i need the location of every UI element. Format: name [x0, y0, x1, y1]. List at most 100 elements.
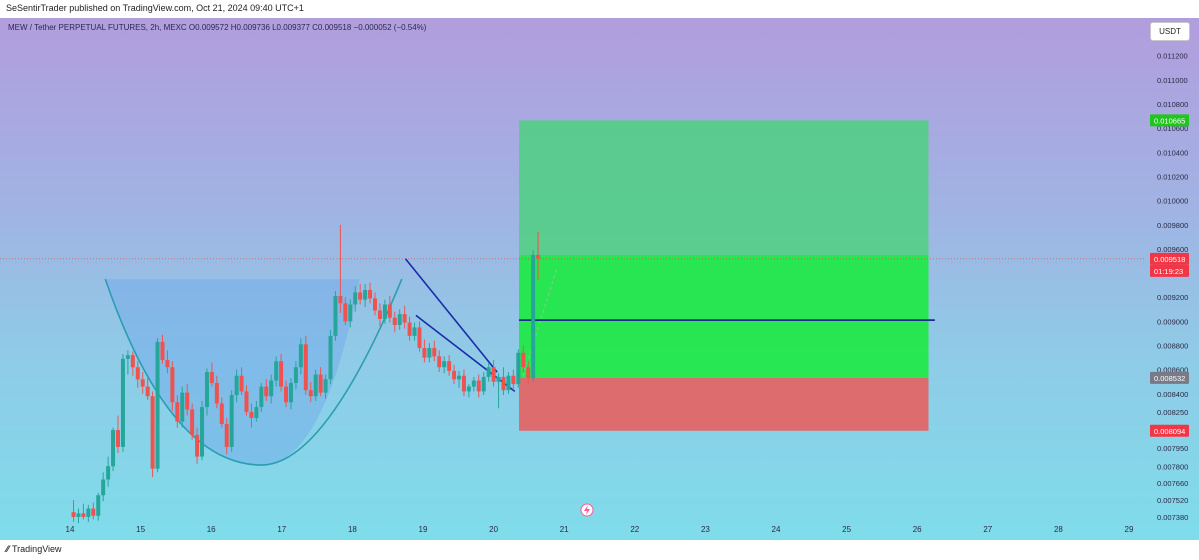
candle-body [175, 402, 180, 422]
lightning-glyph [584, 505, 590, 515]
candle-body [274, 361, 279, 381]
price-tag: 0.008532 [1150, 371, 1189, 384]
candle-body [397, 314, 402, 325]
y-tick-label: 0.007800 [1157, 462, 1188, 471]
y-tick-label: 0.008600 [1157, 366, 1188, 375]
y-tick-label: 0.009600 [1157, 245, 1188, 254]
candle-body [111, 430, 116, 467]
candle-body [402, 314, 407, 323]
candle-body [486, 367, 491, 377]
y-tick-label: 0.007380 [1157, 513, 1188, 522]
tradingview-logo: ⁄⁄ TradingView [6, 544, 62, 554]
candle-body [318, 374, 323, 393]
x-tick-label: 17 [277, 525, 286, 534]
candle-body [155, 341, 160, 469]
candle-body [288, 382, 293, 403]
candle-body [323, 379, 328, 393]
candle-body [501, 376, 506, 391]
price-tag-text: 01:19:23 [1154, 267, 1183, 276]
candle-body [195, 434, 200, 457]
candle-body [382, 304, 387, 319]
candle-body [368, 289, 373, 299]
candle-body [279, 361, 284, 387]
candle-body [432, 347, 437, 357]
candle-body [204, 372, 209, 408]
y-tick-label: 0.009000 [1157, 317, 1188, 326]
candle-body [125, 355, 130, 359]
candle-body [333, 296, 338, 336]
candle-body [303, 344, 308, 391]
price-chart[interactable]: 0.011200 0.011000 0.010800 0.010600 0.010400… [0, 18, 1199, 540]
candle-body [254, 407, 259, 418]
target-zone-upper [519, 120, 929, 255]
candle-body [358, 292, 363, 300]
x-tick-label: 16 [207, 525, 216, 534]
candle-body [471, 380, 476, 387]
candle-body [150, 396, 155, 469]
candle-body [214, 382, 219, 404]
y-tick-label: 0.007520 [1157, 496, 1188, 505]
publication-info: SeSentirTrader published on TradingView.… [6, 3, 304, 13]
candle-body [407, 322, 412, 336]
candle-body [442, 361, 447, 368]
candle-body [353, 292, 358, 305]
candle-body [185, 392, 190, 410]
tradingview-brand: TradingView [12, 544, 62, 554]
y-tick-label: 0.010000 [1157, 197, 1188, 206]
candle-body [343, 303, 348, 322]
y-tick-label: 0.008400 [1157, 390, 1188, 399]
candle-body [377, 310, 382, 319]
candle-body [71, 512, 76, 517]
candle-body [427, 347, 432, 358]
target-zone-lower [519, 254, 929, 378]
price-tag-bg [1150, 114, 1189, 127]
candle-body [466, 386, 471, 392]
candle-body [516, 352, 521, 385]
candle-body [96, 495, 101, 516]
candle-body [190, 409, 195, 435]
candle-body [244, 391, 249, 412]
y-tick-label: 0.008800 [1157, 342, 1188, 351]
candle-body [461, 375, 466, 392]
candle-body [536, 254, 541, 259]
x-tick-label: 24 [772, 525, 781, 534]
candle-body [229, 395, 234, 447]
y-tick-label: 0.010600 [1157, 124, 1188, 133]
x-tick-label: 21 [560, 525, 569, 534]
projection-line [522, 266, 558, 376]
stop-zone [519, 377, 929, 431]
candle-body [91, 508, 96, 516]
candle-body [308, 390, 313, 397]
candle-body [412, 327, 417, 336]
candle-body [101, 479, 106, 496]
candle-body [387, 304, 392, 318]
currency-button[interactable]: USDT [1150, 22, 1190, 41]
candle-body [81, 513, 86, 517]
x-tick-label: 29 [1125, 525, 1134, 534]
candle-body [392, 317, 397, 325]
footer: ⁄⁄ TradingView [0, 540, 1199, 560]
symbol-legend: MEW / Tether PERPETUAL FUTURES, 2h, MEXC… [8, 23, 427, 32]
publication-header: SeSentirTrader published on TradingView.… [0, 0, 1199, 18]
tradingview-mark-icon: ⁄⁄ [6, 544, 10, 554]
candle-body [447, 361, 452, 371]
candle-body [135, 367, 140, 380]
candle-body [531, 254, 536, 379]
candle-body [328, 335, 333, 380]
candle-body [145, 386, 150, 397]
x-tick-label: 20 [489, 525, 498, 534]
chart-area[interactable]: 0.011200 0.011000 0.010800 0.010600 0.010400… [0, 18, 1199, 540]
y-tick-label: 0.010200 [1157, 172, 1188, 181]
x-tick-label: 22 [630, 525, 639, 534]
y-tick-label: 0.007660 [1157, 479, 1188, 488]
x-tick-label: 18 [348, 525, 357, 534]
candle-body [170, 367, 175, 403]
candle-body [180, 392, 185, 422]
x-tick-label: 28 [1054, 525, 1063, 534]
candle-body [521, 352, 526, 368]
cup-highlight [105, 279, 360, 466]
price-tag: 0.010665 [1150, 114, 1189, 127]
candle-body [526, 367, 531, 379]
y-tick-label: 0.007950 [1157, 444, 1188, 453]
candle-body [116, 430, 121, 447]
